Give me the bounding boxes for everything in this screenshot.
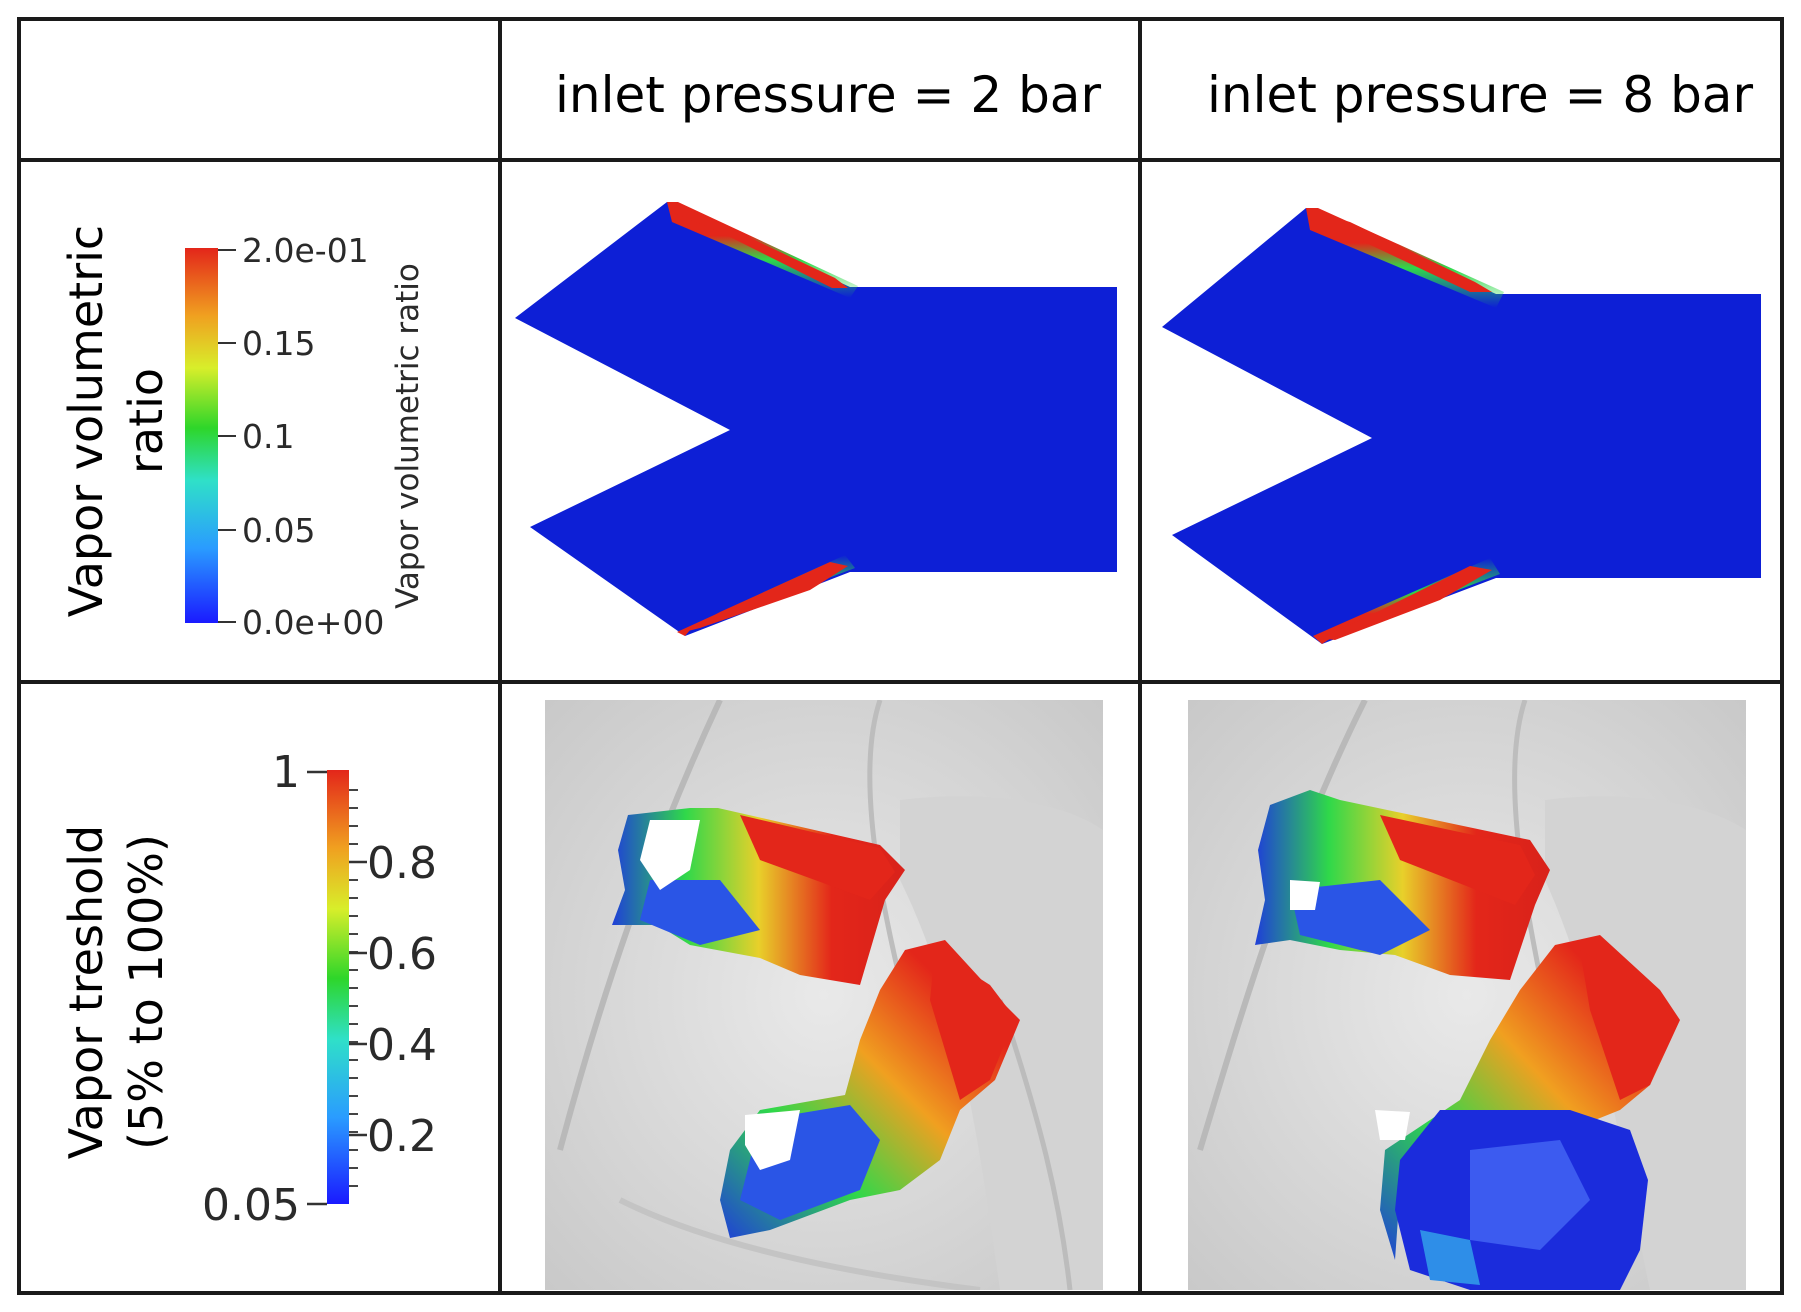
colorbar-vapor-volumetric-ratio: 2.0e-01 0.15 0.1 0.05 0.0e+00 Vapor volu… — [185, 231, 426, 642]
channel-body — [515, 202, 1117, 636]
row-label-line-1: Vapor treshold — [59, 825, 113, 1159]
colorbar-tick-label: 0.2 — [367, 1111, 437, 1162]
table-grid — [17, 17, 1784, 1295]
colorbar-tick-label: 0.05 — [202, 1180, 300, 1231]
row-label-vapor-volumetric-ratio: Vapor volumetric ratio — [59, 225, 173, 617]
colorbar-vapor-treshold: 1 0.8 0.6 0.4 0.2 0.05 — [202, 747, 437, 1231]
vapor-field-2d-8bar — [1162, 208, 1761, 644]
vapor-threshold-3d-2bar — [545, 700, 1103, 1290]
column-header-2bar: inlet pressure = 2 bar — [555, 66, 1101, 124]
colorbar-tick-label: 2.0e-01 — [242, 231, 369, 270]
vapor-threshold-3d-8bar — [1188, 700, 1746, 1290]
row-label-line-1: Vapor volumetric — [59, 225, 113, 617]
colorbar-title: Vapor volumetric ratio — [390, 263, 426, 609]
row-label-line-2: ratio — [119, 368, 173, 474]
colorbar-tick-label: 0.8 — [367, 838, 437, 889]
colorbar-tick-label: 0.4 — [367, 1020, 437, 1071]
vapor-field-2d-2bar — [515, 202, 1117, 636]
colorbar-tick-label: 1 — [272, 747, 300, 798]
colorbar-tick-label: 0.1 — [242, 417, 294, 456]
row-label-vapor-treshold: Vapor treshold (5% to 100%) — [59, 825, 173, 1159]
channel-body — [1162, 208, 1761, 644]
colorbar-gradient — [185, 248, 218, 623]
colorbar-tick-label: 0.0e+00 — [242, 603, 384, 642]
column-header-8bar: inlet pressure = 8 bar — [1207, 66, 1753, 124]
colorbar-tick-label: 0.15 — [242, 324, 315, 363]
row-label-line-2: (5% to 100%) — [119, 834, 173, 1150]
colorbar-tick-label: 0.6 — [367, 929, 437, 980]
colorbar-tick-label: 0.05 — [242, 511, 315, 550]
colorbar-gradient — [327, 770, 349, 1204]
